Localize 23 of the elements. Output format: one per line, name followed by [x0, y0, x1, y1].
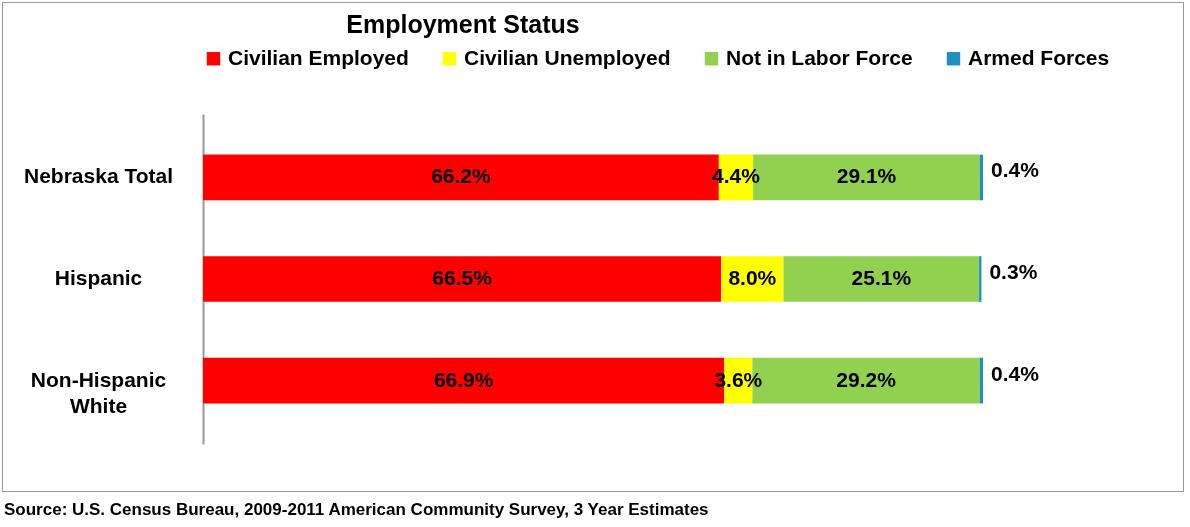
- legend-label: Civilian Employed: [228, 45, 409, 69]
- bar: [979, 154, 983, 201]
- bar: [979, 357, 983, 404]
- data-label: 29.2%: [836, 367, 897, 391]
- legend-label: Civilian Unemployed: [464, 45, 671, 69]
- data-label: 66.2%: [431, 164, 492, 188]
- data-label: 29.1%: [836, 164, 897, 188]
- data-label: 66.5%: [432, 266, 493, 289]
- data-label: 8.0%: [728, 266, 777, 289]
- y-tick-label: Hispanic: [54, 266, 143, 289]
- data-label: 0.4%: [991, 361, 1040, 385]
- data-label: 0.4%: [991, 158, 1040, 182]
- legend-label: Not in Labor Force: [726, 45, 913, 69]
- source-note: Source: U.S. Census Bureau, 2009-2011 American Community Survey, 3 Year Estimates: [4, 500, 709, 520]
- data-label: 0.3%: [989, 260, 1038, 283]
- chart-title: Employment Status: [346, 10, 580, 38]
- y-tick-label: Non-Hispanic White: [30, 367, 167, 417]
- bar: [783, 256, 980, 302]
- legend-label: Armed Forces: [968, 45, 1110, 69]
- data-label: 25.1%: [851, 266, 912, 289]
- bar: [203, 256, 722, 302]
- y-tick-label: Nebraska Total: [24, 164, 173, 188]
- data-label: 66.9%: [433, 367, 494, 391]
